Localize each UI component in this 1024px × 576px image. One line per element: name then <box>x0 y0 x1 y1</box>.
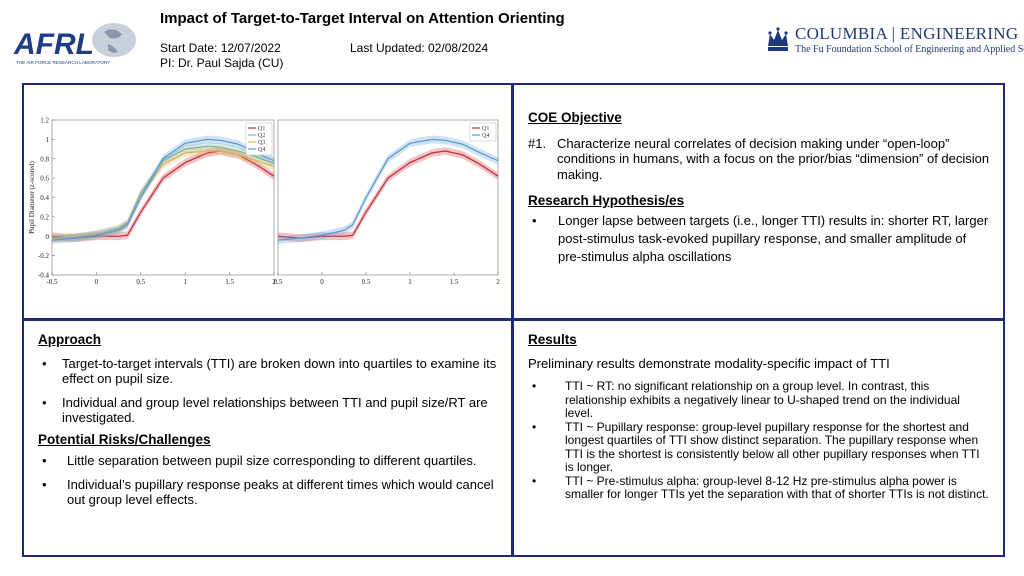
series-band-q4 <box>278 135 498 244</box>
afrl-logo-text: AFRL <box>13 28 94 61</box>
afrl-logo: AFRL THE AIR FORCE RESEARCH LABORATORY <box>12 22 142 68</box>
principal-investigator: PI: Dr. Paul Sajda (CU) <box>160 56 284 70</box>
approach-section: Approach Target-to-target intervals (TTI… <box>38 332 498 508</box>
hypothesis-item: Longer lapse between targets (i.e., long… <box>528 212 990 266</box>
start-date: Start Date: 12/07/2022 <box>160 41 281 55</box>
results-item: TTI ~ Pupillary response: group-level pu… <box>528 420 990 475</box>
y-axis-label: Pupil Diameter (z-scored) <box>28 160 36 233</box>
approach-item: Target-to-target intervals (TTI) are bro… <box>38 356 498 387</box>
y-tick-label: 0 <box>46 233 50 241</box>
approach-item: Individual and group level relationships… <box>38 395 498 426</box>
results-list: TTI ~ RT: no significant relationship on… <box>528 379 990 502</box>
series-line-q1 <box>277 150 499 239</box>
y-tick-label: 0.6 <box>40 175 49 183</box>
series-band-q4 <box>52 135 274 244</box>
last-updated: Last Updated: 02/08/2024 <box>350 41 489 55</box>
y-tick-label: -0.2 <box>38 252 50 260</box>
hypothesis-list: Longer lapse between targets (i.e., long… <box>528 212 990 266</box>
cu-logo-name: COLUMBIA | ENGINEERING <box>795 24 1019 43</box>
approach-list: Target-to-target intervals (TTI) are bro… <box>38 356 498 426</box>
pupil-diameter-charts: 1.2 1 0.8 0.6 0.4 0.2 0 -0.2 -0.4 -0.5 0 0.5 1 1.5 2 Pu… <box>26 110 506 290</box>
x-tick-label: 1 <box>183 278 187 286</box>
series-band-q3 <box>52 147 274 243</box>
columbia-engineering-logo: COLUMBIA | ENGINEERING The Fu Foundation… <box>765 24 1024 58</box>
legend-label: Q4 <box>258 147 265 153</box>
series-line-q4 <box>51 138 275 241</box>
legend-label: Q3 <box>258 140 265 146</box>
crown-icon <box>768 27 788 51</box>
objective-heading: COE Objective <box>528 110 622 125</box>
approach-heading: Approach <box>38 332 102 347</box>
y-tick-label: 0.4 <box>40 194 49 202</box>
y-tick-label: 0.8 <box>40 155 49 163</box>
risk-item: Individual’s pupillary response peaks at… <box>38 477 498 508</box>
y-tick-label: 0.2 <box>40 213 49 221</box>
y-tick-label: 1.2 <box>40 117 49 125</box>
risk-item: Little separation between pupil size cor… <box>38 453 498 469</box>
results-section: Results Preliminary results demonstrate … <box>528 332 990 502</box>
page-title: Impact of Target-to-Target Interval on A… <box>160 10 565 27</box>
objective-item-text: Characterize neural correlates of decisi… <box>557 135 990 182</box>
x-tick-label: 0.5 <box>136 278 145 286</box>
x-tick-label: 1.5 <box>450 278 459 286</box>
horizontal-divider <box>22 318 1005 321</box>
x-tick-label: 0 <box>95 278 99 286</box>
x-tick-label: 1 <box>408 278 412 286</box>
series-line-q3 <box>51 150 275 239</box>
objective-item: #1. Characterize neural correlates of de… <box>528 136 990 183</box>
legend-label: Q2 <box>258 133 265 139</box>
charts-svg: 1.2 1 0.8 0.6 0.4 0.2 0 -0.2 -0.4-0.5 0 0.5 1 1.5 2 Pu… <box>28 117 500 287</box>
objective-item-number: #1. <box>528 135 547 151</box>
legend-label: Q4 <box>482 133 489 139</box>
x-tick-label: 2 <box>272 278 276 286</box>
results-heading: Results <box>528 332 577 347</box>
plot-area <box>277 119 499 276</box>
x-tick-label: 1.5 <box>225 278 234 286</box>
plot-area <box>51 119 275 276</box>
cu-logo-subtitle: The Fu Foundation School of Engineering … <box>795 44 1024 55</box>
legend-label: Q1 <box>258 126 265 132</box>
series-line-q4 <box>277 138 499 241</box>
x-tick-label: 0.5 <box>274 278 283 286</box>
y-tick-label: -0.4 <box>38 272 50 280</box>
results-item: TTI ~ Pre-stimulus alpha: group-level 8-… <box>528 474 990 502</box>
results-item: TTI ~ RT: no significant relationship on… <box>528 379 990 421</box>
y-tick-label: 1 <box>46 136 50 144</box>
legend-label: Q1 <box>482 126 489 132</box>
results-intro: Preliminary results demonstrate modality… <box>528 355 890 371</box>
x-tick-label: -0.5 <box>46 278 58 286</box>
afrl-logo-subtext: THE AIR FORCE RESEARCH LABORATORY <box>16 60 110 65</box>
hypothesis-heading: Research Hypothesis/es <box>528 193 685 208</box>
chart-q1-to-q4: 1.2 1 0.8 0.6 0.4 0.2 0 -0.2 -0.4-0.5 0 0.5 1 1.5 2 Pu… <box>28 117 276 287</box>
x-tick-label: 0 <box>320 278 324 286</box>
x-tick-label: 0.5 <box>362 278 371 286</box>
objective-section: COE Objective #1. Characterize neural co… <box>528 110 990 266</box>
risks-heading: Potential Risks/Challenges <box>38 431 211 447</box>
risks-list: Little separation between pupil size cor… <box>38 453 498 508</box>
x-tick-label: 2 <box>496 278 500 286</box>
